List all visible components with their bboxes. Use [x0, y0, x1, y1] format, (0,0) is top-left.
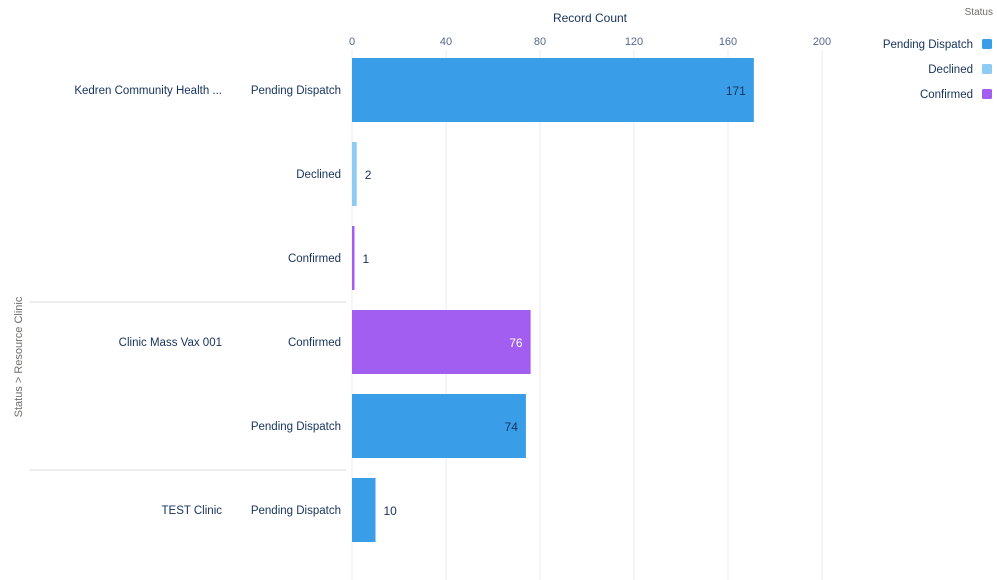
data-label: 10 — [384, 504, 398, 518]
x-axis-ticks: 0 40 80 120 160 200 — [349, 36, 831, 48]
status-label: Pending Dispatch — [251, 421, 341, 433]
bar — [352, 142, 357, 206]
data-label: 74 — [505, 420, 519, 434]
group-label: Clinic Mass Vax 001 — [119, 337, 222, 349]
y-axis-title: Status > Resource Clinic — [13, 296, 25, 417]
x-tick-label: 0 — [349, 36, 355, 48]
bar — [352, 58, 754, 122]
data-label: 171 — [726, 84, 746, 98]
status-label: Pending Dispatch — [251, 505, 341, 517]
data-label: 76 — [509, 336, 523, 350]
legend-swatch — [982, 89, 992, 99]
group-separators — [30, 301, 346, 471]
bar — [352, 394, 526, 458]
bar — [352, 478, 376, 542]
x-tick-label: 80 — [534, 36, 546, 48]
x-tick-label: 120 — [625, 36, 643, 48]
bar — [352, 226, 355, 290]
group-label: Kedren Community Health ... — [74, 85, 222, 97]
status-label: Pending Dispatch — [251, 85, 341, 97]
legend-swatch — [982, 64, 992, 74]
legend-label: Confirmed — [920, 89, 973, 101]
legend-swatch — [982, 39, 992, 49]
legend-label: Declined — [928, 64, 973, 76]
x-tick-label: 200 — [813, 36, 831, 48]
status-label: Confirmed — [288, 253, 341, 265]
status-label: Confirmed — [288, 337, 341, 349]
bar — [352, 310, 531, 374]
group-label: TEST Clinic — [162, 505, 223, 517]
bars: 171 2 1 76 74 10 — [352, 58, 754, 542]
legend-label: Pending Dispatch — [883, 39, 973, 51]
x-tick-label: 160 — [719, 36, 737, 48]
data-label: 2 — [365, 168, 372, 182]
legend: Status Pending Dispatch Declined Confirmed — [883, 7, 993, 101]
status-label: Declined — [296, 169, 341, 181]
legend-title: Status — [965, 7, 993, 18]
x-axis-title: Record Count — [553, 11, 628, 25]
x-tick-label: 40 — [440, 36, 452, 48]
category-labels: Pending Dispatch Declined Confirmed Kedren … — [74, 85, 341, 517]
data-label: 1 — [363, 252, 370, 266]
